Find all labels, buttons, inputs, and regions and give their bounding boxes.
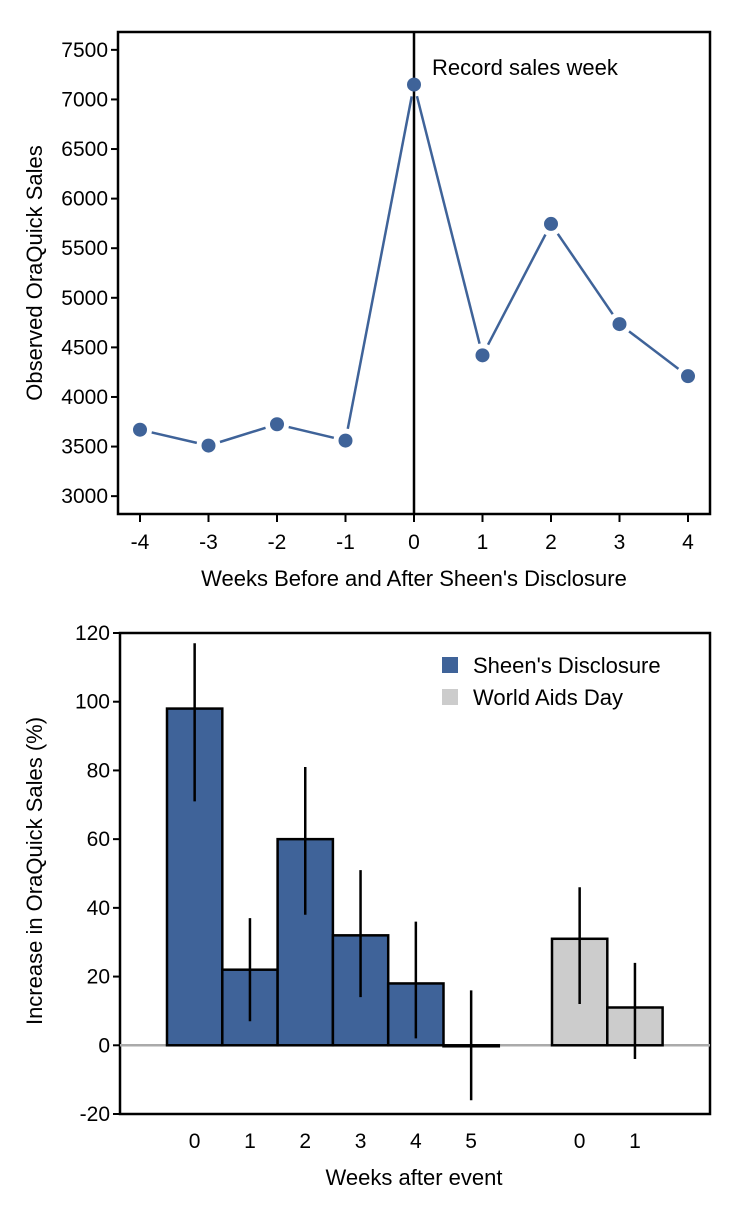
top-x-tick-label: 0 xyxy=(408,531,420,554)
top-x-tick-label: -3 xyxy=(199,531,218,554)
sales-point xyxy=(201,438,216,453)
bottom-y-tick-label: 120 xyxy=(75,622,110,645)
top-x-tick-label: 1 xyxy=(477,531,489,554)
bottom-x-tick-label: 1 xyxy=(629,1130,641,1153)
sales-line-segment xyxy=(288,425,335,440)
top-y-tick-label: 7000 xyxy=(61,88,108,111)
bottom-x-tick-label: 4 xyxy=(410,1130,422,1153)
legend-swatch-sheen xyxy=(442,657,458,673)
bottom-y-tick-label: 100 xyxy=(75,691,110,714)
legend-swatch-world-aids-day xyxy=(442,689,458,705)
sales-series xyxy=(133,77,695,453)
top-y-tick-label: 5000 xyxy=(61,287,108,310)
top-y-tick-label: 3000 xyxy=(61,485,108,508)
sales-line-segment xyxy=(346,96,413,430)
sales-point xyxy=(681,369,695,384)
bottom-y-tick-label: -20 xyxy=(80,1103,110,1126)
legend-label-world-aids-day: World Aids Day xyxy=(473,685,623,710)
sales-point xyxy=(270,417,284,432)
bottom-x-axis-label: Weeks after event xyxy=(326,1165,503,1190)
sales-point xyxy=(133,422,147,437)
bottom-y-tick-label: 20 xyxy=(87,966,110,989)
top-x-tick-label: -1 xyxy=(336,531,355,554)
bottom-x-axis: 0 1 2 3 4 5 0 1 xyxy=(189,1130,641,1153)
sales-point xyxy=(338,433,353,448)
top-x-tick-label: 2 xyxy=(545,531,557,554)
top-y-tick-label: 6000 xyxy=(61,188,108,211)
top-x-tick-label: 4 xyxy=(682,531,694,554)
top-x-tick-label: -4 xyxy=(131,531,150,554)
bottom-y-tick-label: 60 xyxy=(87,828,110,851)
bottom-x-tick-label: 1 xyxy=(244,1130,256,1153)
sales-point xyxy=(544,216,558,231)
sales-point xyxy=(407,77,421,92)
sales-point xyxy=(612,317,627,332)
top-line-chart: 3000 3500 4000 4500 5000 5500 6000 6500 7000 7500… xyxy=(22,30,712,591)
sales-line-segment xyxy=(628,330,680,370)
legend: Sheen's Disclosure World Aids Day xyxy=(442,653,661,710)
bottom-y-tick-label: 0 xyxy=(98,1034,110,1057)
top-x-axis: -4 -3 -2 -1 0 1 2 3 4 xyxy=(131,514,694,554)
sales-point xyxy=(475,348,490,363)
legend-label-sheen: Sheen's Disclosure xyxy=(473,653,661,678)
top-y-tick-label: 4500 xyxy=(61,336,108,359)
top-x-tick-label: 3 xyxy=(614,531,626,554)
bottom-x-tick-label: 3 xyxy=(355,1130,367,1153)
bottom-y-axis: -20 0 20 40 60 80 100 120 xyxy=(75,622,120,1126)
top-x-axis-label: Weeks Before and After Sheen's Disclosur… xyxy=(201,566,627,591)
sales-line-segment xyxy=(415,95,481,344)
bottom-y-tick-label: 40 xyxy=(87,897,110,920)
bottom-y-tick-label: 80 xyxy=(87,759,110,782)
top-y-axis: 3000 3500 4000 4500 5000 5500 6000 6500 7000 7500 xyxy=(61,39,118,508)
top-x-tick-label: -2 xyxy=(268,531,287,554)
top-y-axis-label: Observed OraQuick Sales xyxy=(22,145,47,401)
bottom-x-tick-label: 5 xyxy=(465,1130,477,1153)
sales-line-segment xyxy=(219,426,266,444)
bottom-x-tick-label: 2 xyxy=(299,1130,311,1153)
bottom-bar-chart: -20 0 20 40 60 80 100 120 0 1 2 3 4 5 0 1 Sheen's Disc… xyxy=(22,622,712,1190)
top-y-tick-label: 5500 xyxy=(61,237,108,260)
record-sales-annotation: Record sales week xyxy=(432,55,619,80)
bottom-plot-frame xyxy=(118,631,712,1116)
bottom-x-tick-label: 0 xyxy=(189,1130,201,1153)
sales-line-segment xyxy=(151,431,198,445)
top-y-tick-label: 7500 xyxy=(61,39,108,62)
top-y-tick-label: 3500 xyxy=(61,436,108,459)
top-y-tick-label: 6500 xyxy=(61,138,108,161)
bottom-x-tick-label: 0 xyxy=(574,1130,586,1153)
bar-series xyxy=(165,643,664,1101)
bottom-y-axis-label: Increase in OraQuick Sales (%) xyxy=(22,717,47,1025)
sales-line-segment xyxy=(556,233,614,315)
top-y-tick-label: 4000 xyxy=(61,386,108,409)
sales-line-segment xyxy=(486,233,547,346)
